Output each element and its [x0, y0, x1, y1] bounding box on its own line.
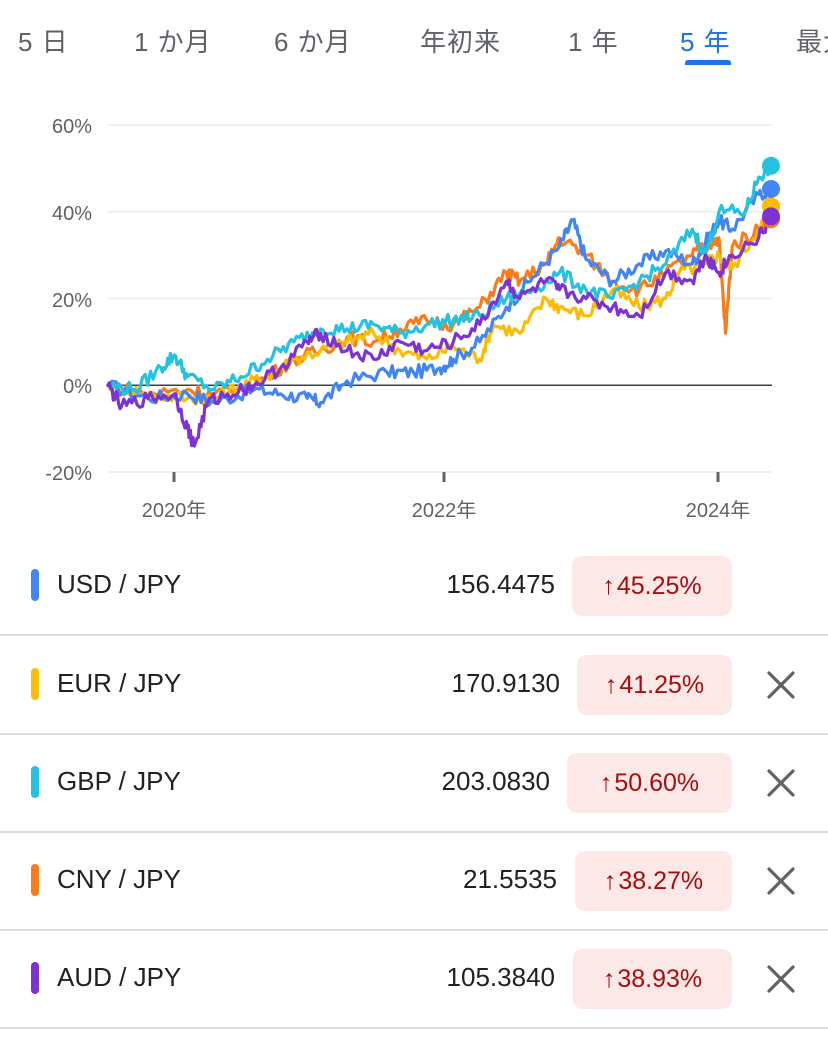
- up-arrow-icon: ↑: [602, 571, 615, 600]
- change-badge: ↑ 41.25%: [577, 655, 732, 715]
- tab-ytd[interactable]: 年初来: [420, 27, 502, 57]
- row-divider: [0, 929, 828, 931]
- currency-pair-label: EUR / JPY: [57, 668, 182, 698]
- currency-row-cny-jpy[interactable]: CNY / JPY 21.5535 ↑ 38.27%: [0, 833, 828, 931]
- chart-grid: [108, 124, 772, 482]
- remove-cny-jpy-close-icon[interactable]: [764, 864, 798, 898]
- remove-eur-jpy-close-icon[interactable]: [764, 668, 798, 702]
- tab-6-months[interactable]: 6 か月: [274, 27, 352, 57]
- x-axis-labels: 2020年 2022年 2024年: [142, 499, 751, 522]
- change-percent: 50.60%: [614, 768, 700, 797]
- series-color-swatch: [31, 962, 39, 994]
- currency-pair-label: GBP / JPY: [57, 766, 181, 796]
- exchange-rate-value: 105.3840: [446, 962, 555, 992]
- change-badge: ↑ 38.93%: [573, 949, 732, 1009]
- y-tick-label: 0%: [63, 376, 92, 398]
- currency-row-gbp-jpy[interactable]: GBP / JPY 203.0830 ↑ 50.60%: [0, 735, 828, 833]
- exchange-rate-value: 203.0830: [441, 766, 550, 796]
- series-color-swatch: [31, 766, 39, 798]
- change-percent: 38.27%: [618, 866, 704, 895]
- change-badge: ↑ 50.60%: [567, 753, 732, 813]
- currency-pair-label: USD / JPY: [57, 569, 182, 599]
- y-axis-labels: 60% 40% 20% 0% -20%: [45, 116, 92, 485]
- tab-max[interactable]: 最大: [796, 27, 828, 57]
- change-percent: 45.25%: [616, 571, 702, 600]
- tab-5-years[interactable]: 5 年: [680, 27, 731, 57]
- currency-row-aud-jpy[interactable]: AUD / JPY 105.3840 ↑ 38.93%: [0, 931, 828, 1029]
- chart-series: [106, 158, 774, 448]
- tab-5-days[interactable]: 5 日: [18, 27, 69, 57]
- y-tick-label: 60%: [52, 116, 92, 138]
- series-color-swatch: [31, 668, 39, 700]
- currency-pair-label: AUD / JPY: [57, 962, 182, 992]
- series-line-eurjpy: [106, 203, 774, 407]
- series-endpoint-dot: [762, 156, 780, 175]
- series-color-swatch: [31, 569, 39, 601]
- row-divider: [0, 1027, 828, 1029]
- up-arrow-icon: ↑: [604, 670, 618, 699]
- series-line-audjpy: [106, 214, 774, 448]
- currency-row-usd-jpy[interactable]: USD / JPY 156.4475 ↑ 45.25%: [0, 538, 828, 636]
- row-divider: [0, 831, 828, 833]
- currency-pair-label: CNY / JPY: [57, 864, 181, 894]
- active-tab-indicator: [685, 60, 731, 65]
- x-tick-label: 2024年: [686, 499, 751, 522]
- series-color-swatch: [31, 864, 39, 896]
- remove-gbp-jpy-close-icon[interactable]: [764, 766, 798, 800]
- change-percent: 38.93%: [617, 964, 703, 993]
- time-range-tabs: 5 日 1 か月 6 か月 年初来 1 年 5 年 最大: [0, 0, 828, 78]
- up-arrow-icon: ↑: [599, 768, 613, 797]
- change-percent: 41.25%: [619, 670, 705, 699]
- exchange-rate-value: 156.4475: [446, 569, 555, 599]
- series-endpoint-dot: [762, 207, 780, 226]
- remove-aud-jpy-close-icon[interactable]: [764, 962, 798, 996]
- x-tick-label: 2020年: [142, 499, 207, 522]
- series-line-usdjpy: [106, 182, 774, 409]
- series-line-gbpjpy: [106, 158, 774, 396]
- up-arrow-icon: ↑: [603, 866, 617, 895]
- up-arrow-icon: ↑: [602, 964, 616, 993]
- change-badge: ↑ 38.27%: [575, 851, 732, 911]
- y-tick-label: -20%: [45, 463, 92, 485]
- series-endpoint-dot: [762, 179, 780, 198]
- currency-row-eur-jpy[interactable]: EUR / JPY 170.9130 ↑ 41.25%: [0, 637, 828, 735]
- change-badge: ↑ 45.25%: [572, 556, 732, 616]
- row-divider: [0, 733, 828, 735]
- y-tick-label: 40%: [52, 203, 92, 225]
- exchange-rate-value: 170.9130: [451, 668, 560, 698]
- currency-comparison-chart[interactable]: 60% 40% 20% 0% -20% 2020年 2022年 2024年: [0, 95, 828, 535]
- y-tick-label: 20%: [52, 290, 92, 312]
- chart-endpoints: [762, 156, 780, 229]
- tab-1-month[interactable]: 1 か月: [134, 27, 212, 57]
- x-tick-label: 2022年: [412, 499, 477, 522]
- row-divider: [0, 634, 828, 636]
- exchange-rate-value: 21.5535: [463, 864, 557, 894]
- tab-1-year[interactable]: 1 年: [568, 27, 619, 57]
